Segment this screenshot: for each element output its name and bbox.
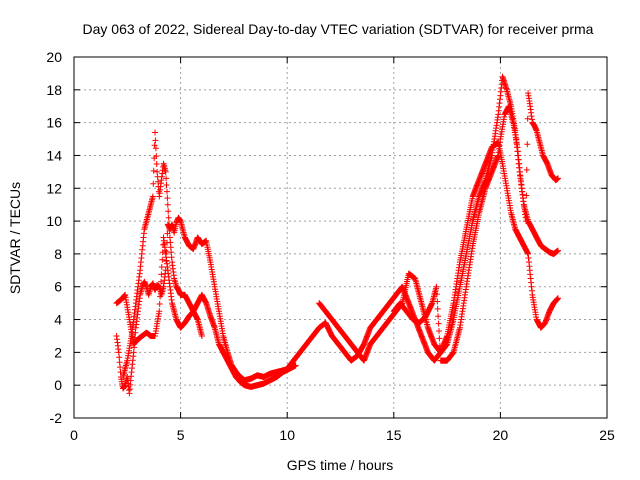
y-tick-label: 4 (54, 312, 62, 328)
x-tick-label: 20 (493, 427, 509, 443)
x-tick-label: 10 (279, 427, 295, 443)
data-point (434, 298, 441, 305)
data-point (523, 192, 530, 199)
data-point (523, 218, 529, 225)
data-point (433, 291, 440, 298)
data-point (162, 168, 169, 175)
data-point (156, 301, 163, 307)
y-tick-label: 14 (46, 147, 62, 163)
data-points (113, 73, 561, 397)
x-tick-label: 5 (177, 427, 185, 443)
data-point (292, 362, 299, 369)
data-point (159, 256, 166, 263)
data-point (436, 335, 443, 342)
data-point (163, 182, 170, 188)
data-point (166, 227, 173, 234)
y-tick-label: 8 (54, 246, 62, 262)
y-tick-label: 0 (54, 377, 62, 393)
data-point (152, 129, 158, 136)
data-point (156, 308, 163, 315)
data-point (158, 264, 165, 270)
data-point (437, 350, 444, 357)
data-point (524, 141, 531, 148)
data-point (157, 293, 164, 300)
data-point (153, 161, 160, 167)
data-point (434, 305, 441, 312)
data-point (166, 221, 173, 228)
y-tick-label: 18 (46, 82, 62, 98)
data-point (435, 320, 442, 327)
plot-frame (73, 56, 608, 419)
data-point (158, 271, 165, 278)
data-point (198, 333, 205, 339)
chart-title: Day 063 of 2022, Sidereal Day-to-day VTE… (83, 21, 594, 37)
data-point (158, 278, 164, 285)
data-point (151, 142, 158, 149)
x-tick-label: 0 (70, 427, 78, 443)
y-tick-label: -2 (50, 410, 63, 426)
data-point (523, 166, 530, 173)
grid (74, 57, 607, 418)
y-tick-label: 2 (54, 344, 62, 360)
y-tick-label: 10 (46, 213, 62, 229)
data-point (435, 313, 442, 320)
data-point (152, 137, 159, 144)
data-point (149, 193, 156, 200)
data-point (436, 328, 442, 334)
data-point (524, 115, 531, 122)
data-point (164, 201, 171, 208)
x-axis-label: GPS time / hours (287, 457, 394, 473)
ticks: 0 5 10 15 20 25 -2 0 2 4 6 8 10 12 14 16 18 20 (46, 49, 615, 443)
y-tick-label: 12 (46, 180, 62, 196)
data-point (433, 283, 440, 290)
data-point (555, 295, 561, 302)
x-tick-label: 15 (386, 427, 402, 443)
data-point (165, 208, 172, 215)
data-point (436, 342, 443, 349)
x-tick-label: 25 (599, 427, 615, 443)
data-point (164, 188, 170, 195)
data-point (165, 214, 172, 221)
data-point (555, 247, 561, 254)
data-point (163, 175, 170, 182)
y-tick-label: 6 (54, 279, 62, 295)
y-axis-label: SDTVAR / TECUs (7, 182, 23, 294)
data-point (150, 180, 157, 187)
data-point (555, 175, 561, 182)
y-tick-label: 16 (46, 115, 62, 131)
data-point (153, 153, 160, 160)
y-tick-label: 20 (46, 49, 62, 65)
data-point (152, 145, 159, 152)
data-point (150, 167, 157, 174)
data-point (164, 195, 171, 202)
data-point (157, 286, 164, 293)
